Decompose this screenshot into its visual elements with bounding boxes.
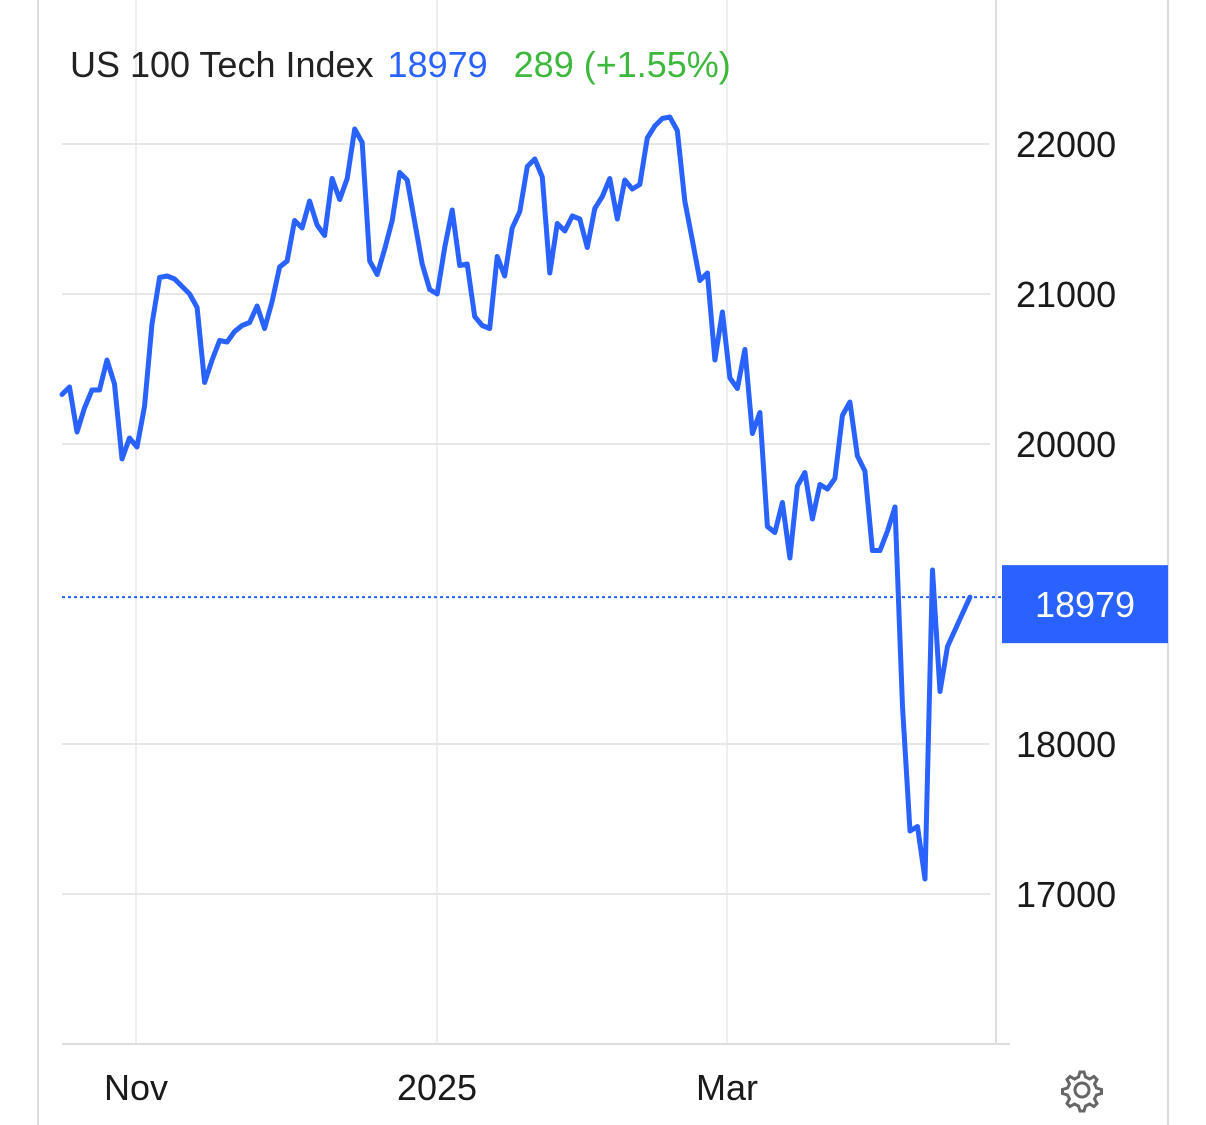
horizontal-gridlines [62,143,990,895]
x-tick-label: 2025 [397,1067,477,1108]
settings-gear-icon[interactable] [1058,1066,1106,1114]
y-tick-label: 21000 [1016,274,1116,315]
instrument-name: US 100 Tech Index [70,44,374,85]
y-tick-label: 22000 [1016,124,1116,165]
price-series-line [59,114,973,882]
chart-header: US 100 Tech Index 18979 289 (+1.55%) [70,44,731,86]
x-axis-ticks: Nov 2025 Mar [104,1067,758,1108]
y-tick-label: 20000 [1016,424,1116,465]
x-tick-label: Nov [104,1067,168,1108]
vertical-gridlines [135,0,728,1044]
current-price-badge: 18979 [1002,565,1168,644]
current-price-badge-bg [1002,565,1168,644]
y-tick-label: 17000 [1016,874,1116,915]
y-tick-label: 18000 [1016,724,1116,765]
current-price: 18979 [387,44,488,85]
y-axis-ticks: 22000 21000 20000 18000 17000 [1016,124,1116,915]
current-price-badge-text: 18979 [1035,584,1135,625]
x-tick-label: Mar [696,1067,758,1108]
price-change: 289 (+1.55%) [513,44,731,85]
